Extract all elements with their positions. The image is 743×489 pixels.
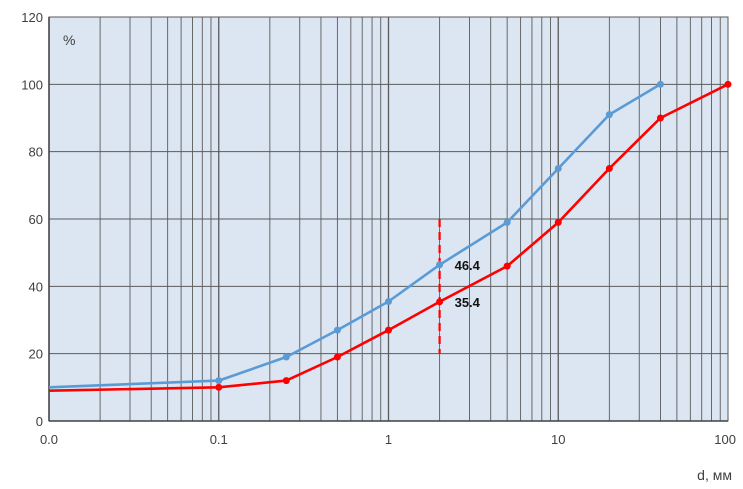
annotations: 46.4 35.4: [455, 258, 481, 310]
y-tick-label: 20: [29, 347, 43, 362]
x-tick-label: 100: [714, 432, 736, 447]
y-tick-label: 80: [29, 145, 43, 160]
data-label: 46.4: [455, 258, 481, 273]
data-point-series-2: [333, 353, 341, 361]
y-tick-label: 60: [29, 212, 43, 227]
series-group: [48, 80, 732, 392]
data-point-series-2: [282, 377, 290, 385]
data-point-series-1: [333, 326, 341, 334]
data-point-series-2: [724, 80, 732, 88]
data-point-series-1: [436, 261, 444, 269]
y-tick-label: 40: [29, 279, 43, 294]
data-point-series-1: [503, 218, 511, 226]
data-point-series-2: [215, 383, 223, 391]
x-tick-label: 0.0: [40, 432, 58, 447]
y-tick-label: 0: [36, 414, 43, 429]
y-axis-unit-label: %: [63, 32, 75, 48]
data-point-series-1: [215, 377, 223, 385]
data-point-series-1: [554, 165, 562, 172]
y-axis-ticks: 0 20 40 60 80 100 120: [21, 10, 43, 429]
y-tick-label: 120: [21, 10, 43, 25]
x-axis-unit-label: d, мм: [697, 467, 732, 483]
data-point-series-2: [436, 298, 444, 306]
x-axis-ticks: 0.0 0.1 1 10 100: [40, 432, 736, 447]
data-point-series-1: [282, 353, 290, 361]
data-point-series-2: [503, 262, 511, 270]
data-label: 35.4: [455, 295, 481, 310]
data-point-series-1: [385, 297, 392, 305]
data-point-series-2: [554, 218, 562, 226]
grid-lines: [48, 16, 728, 422]
x-tick-label: 1: [385, 432, 392, 447]
x-tick-label: 0.1: [210, 432, 228, 447]
data-point-series-1: [656, 80, 664, 88]
y-tick-label: 100: [21, 77, 43, 92]
data-point-series-2: [605, 165, 613, 172]
data-point-series-1: [605, 111, 613, 119]
x-tick-label: 10: [551, 432, 565, 447]
data-point-series-2: [385, 326, 392, 334]
series-line-1: [48, 83, 662, 389]
data-point-series-2: [656, 114, 664, 122]
